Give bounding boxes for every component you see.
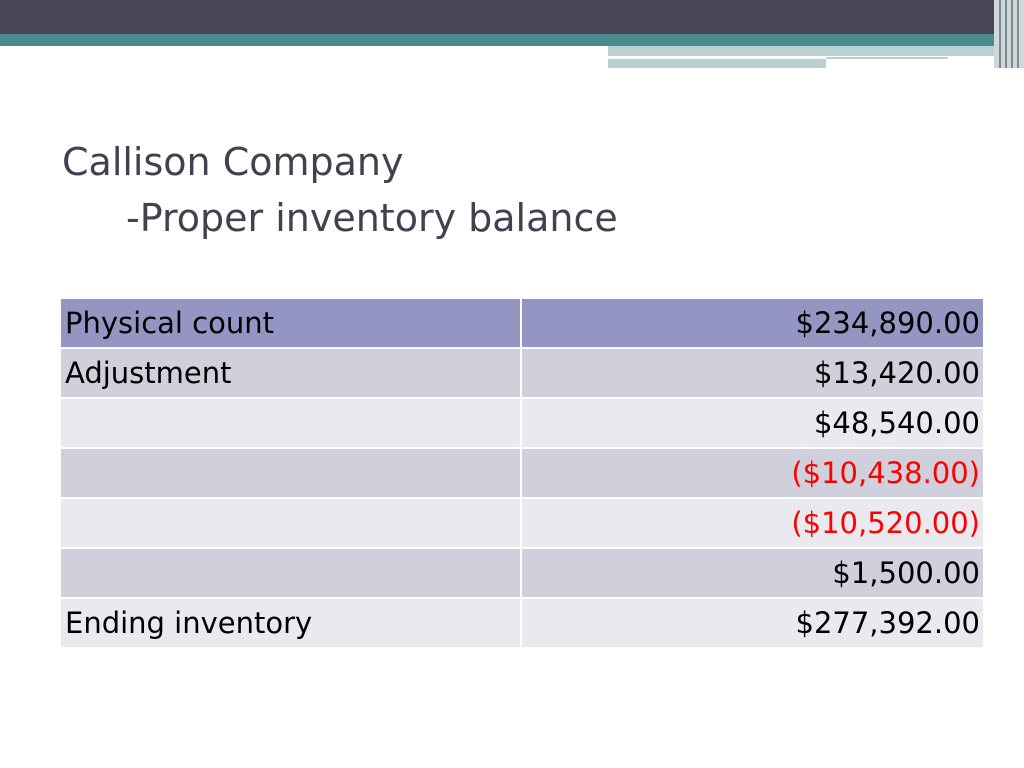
row-label: Adjustment [59, 347, 522, 399]
row-amount: ($10,520.00) [520, 497, 985, 549]
inventory-table: Physical count $234,890.00 Adjustment $1… [59, 297, 985, 649]
header-band-light-lower [608, 59, 826, 68]
row-amount: $234,890.00 [520, 297, 985, 349]
row-label [59, 547, 522, 599]
row-label: Ending inventory [59, 597, 522, 649]
header-band-light-thin [826, 57, 948, 59]
row-label [59, 447, 522, 499]
header-stripe [1017, 0, 1019, 68]
header-stripe [1011, 0, 1013, 68]
table-row: ($10,438.00) [59, 447, 985, 499]
header-stripe [999, 0, 1001, 68]
row-amount: $277,392.00 [520, 597, 985, 649]
table-row: Adjustment $13,420.00 [59, 347, 985, 399]
row-amount: $48,540.00 [520, 397, 985, 449]
row-amount: $1,500.00 [520, 547, 985, 599]
slide-title-line1: Callison Company [62, 140, 404, 184]
row-label [59, 397, 522, 449]
header-stripe [1005, 0, 1007, 68]
header-band-light-upper [608, 46, 1024, 56]
table-row: $48,540.00 [59, 397, 985, 449]
table-row: Ending inventory $277,392.00 [59, 597, 985, 649]
table-row: $1,500.00 [59, 547, 985, 599]
row-label [59, 497, 522, 549]
header-band-dark [0, 0, 1024, 34]
table-row: ($10,520.00) [59, 497, 985, 549]
slide-title-line2: -Proper inventory balance [126, 196, 618, 240]
header-band-teal [0, 34, 1024, 46]
row-amount: $13,420.00 [520, 347, 985, 399]
slide-title: Callison Company -Proper inventory balan… [62, 134, 618, 246]
row-amount: ($10,438.00) [520, 447, 985, 499]
row-label: Physical count [59, 297, 522, 349]
table-row: Physical count $234,890.00 [59, 297, 985, 349]
